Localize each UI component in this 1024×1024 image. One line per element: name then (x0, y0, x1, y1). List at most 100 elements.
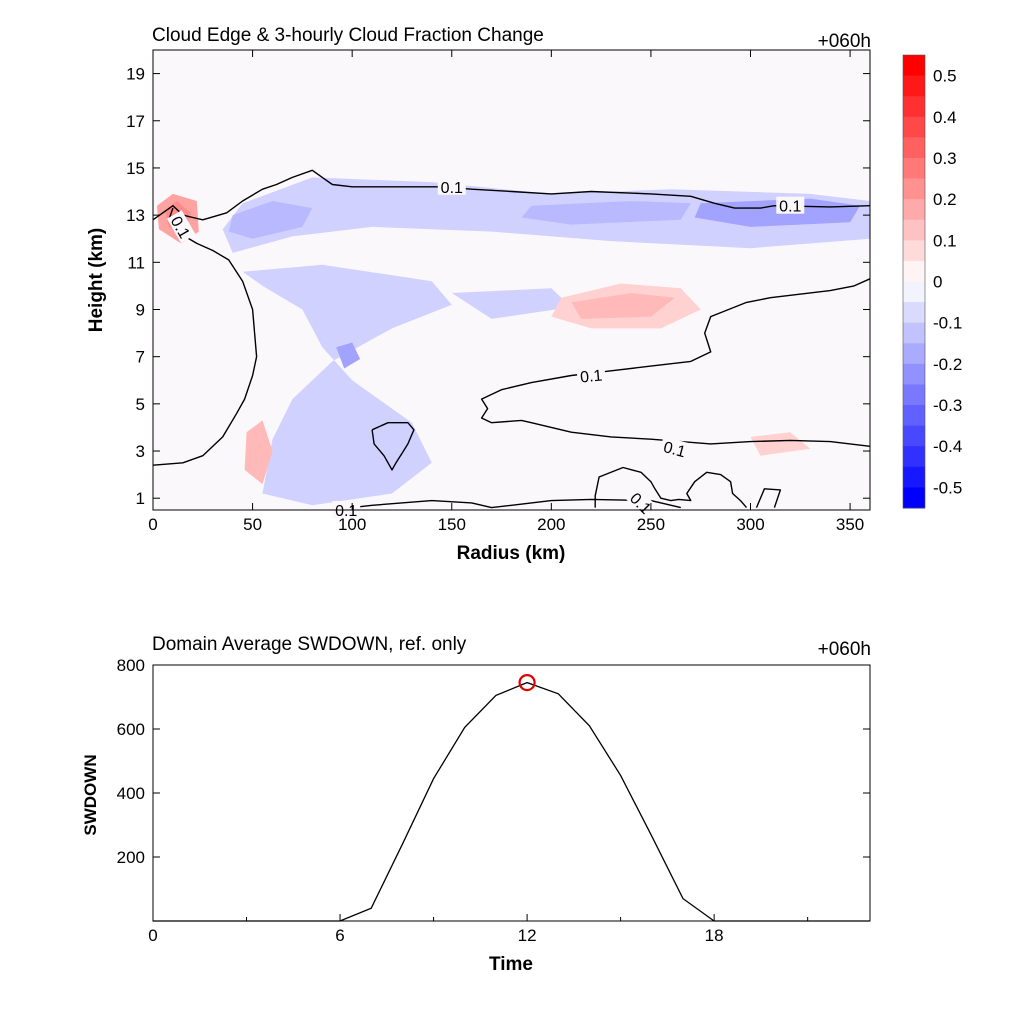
y-tick-label: 5 (136, 395, 145, 414)
colorbar: 0.5 0.4 0.3 0.2 0.1 0 -0.1 -0.2 -0.3 -0.4 -0.5 (902, 54, 962, 509)
colorbar-swatch (903, 405, 925, 427)
colorbar-label: 0.2 (933, 190, 957, 209)
colorbar-label: -0.1 (933, 314, 962, 333)
y-tick-label: 15 (126, 159, 145, 178)
line-y-ticks: 200 400 600 800 (117, 656, 870, 867)
colorbar-label: -0.5 (933, 478, 962, 497)
negative-region (451, 288, 572, 319)
heatmap-panel: Cloud Edge & 3-hourly Cloud Fraction Cha… (86, 25, 871, 564)
positive-region (244, 420, 273, 485)
colorbar-swatch (903, 137, 925, 159)
x-tick-label: 250 (637, 515, 665, 534)
colorbar-label: 0 (933, 273, 942, 292)
contour-label: 0.1 (659, 436, 691, 461)
colorbar-swatch (903, 322, 925, 344)
contour-label: 0.1 (437, 177, 466, 197)
y-tick-label: 19 (126, 65, 145, 84)
contour-line (755, 488, 782, 508)
contour-line (594, 466, 748, 509)
heatmap-frame (152, 49, 871, 511)
contour-label-bg (576, 365, 606, 385)
negative-region (228, 201, 313, 239)
colorbar-swatch (903, 96, 925, 118)
colorbar-label: -0.3 (933, 396, 962, 415)
x-tick-label: 150 (438, 515, 466, 534)
x-tick-label: 12 (518, 926, 537, 945)
colorbar-swatch (903, 302, 925, 324)
line-frame (152, 664, 871, 922)
colorbar-swatch (903, 75, 925, 97)
y-tick-label: 17 (126, 112, 145, 131)
positive-region (571, 293, 675, 319)
colorbar-swatch (903, 487, 925, 509)
x-tick-label: 6 (335, 926, 344, 945)
x-tick-label: 350 (836, 515, 864, 534)
colorbar-swatch (903, 384, 925, 406)
line-y-label: SWDOWN (81, 754, 100, 835)
x-tick-label: 100 (338, 515, 366, 534)
colorbar-label: -0.4 (933, 437, 962, 456)
colorbar-swatch (903, 219, 925, 241)
line-time-label: +060h (818, 639, 871, 660)
y-tick-label: 1 (136, 489, 145, 508)
line-series (153, 673, 870, 922)
heatmap-x-ticks: 0 50 100 150 200 250 300 350 (148, 50, 864, 534)
contour-label-text: 0.1 (580, 368, 604, 387)
positive-region (750, 432, 811, 456)
contour-label-bg (659, 436, 691, 461)
contour-label-bg (776, 196, 805, 214)
colorbar-swatch (903, 178, 925, 200)
line-panel: Domain Average SWDOWN, ref. only +060h 0… (81, 634, 871, 975)
colorbar-swatch (903, 260, 925, 282)
x-tick-label: 0 (148, 515, 157, 534)
contour-line (352, 498, 681, 509)
contour-label-bg (166, 210, 196, 244)
series-line (153, 681, 870, 922)
negative-region (242, 264, 452, 506)
negative-region (336, 342, 361, 369)
x-tick-label: 50 (243, 515, 262, 534)
contour-label-text: 0.1 (779, 199, 801, 216)
line-title: Domain Average SWDOWN, ref. only (152, 634, 467, 655)
colorbar-label: 0.4 (933, 108, 957, 127)
y-tick-label: 11 (127, 253, 145, 272)
y-tick-label: 13 (126, 206, 145, 225)
y-tick-label: 600 (117, 720, 145, 739)
contour-label-bg (625, 486, 658, 519)
colorbar-label: 0.3 (933, 149, 957, 168)
colorbar-swatch (903, 199, 925, 221)
x-tick-label: 0 (148, 926, 157, 945)
y-tick-label: 3 (136, 442, 145, 461)
colorbar-swatch (903, 446, 925, 468)
x-tick-label: 18 (705, 926, 724, 945)
heatmap-fill (153, 50, 870, 510)
contour-label-bg (437, 177, 466, 195)
colorbar-label: 0.1 (933, 231, 957, 250)
colorbar-swatch (903, 343, 925, 365)
colorbar-frame (902, 54, 926, 509)
contour-label: 0.1 (576, 365, 606, 386)
y-tick-label: 800 (117, 656, 145, 675)
contour-line (371, 422, 415, 471)
colorbar-label: -0.2 (933, 355, 962, 374)
heatmap-y-label: Height (km) (86, 228, 107, 333)
colorbar-swatch (903, 425, 925, 447)
colorbar-swatch (903, 157, 925, 180)
current-time-marker (518, 673, 536, 692)
line-x-label: Time (489, 954, 533, 975)
negative-region (521, 201, 691, 225)
colorbar-label: 0.5 (933, 67, 957, 86)
heatmap-time-label: +060h (818, 31, 871, 52)
colorbar-swatch (903, 363, 925, 385)
colorbar-swatch (903, 55, 925, 77)
line-x-ticks: 0 6 12 18 (148, 914, 809, 945)
colorbar-swatch (903, 466, 925, 488)
contour-label-text: 0.1 (661, 439, 687, 461)
heatmap-x-label: Radius (km) (457, 543, 566, 564)
y-tick-label: 400 (117, 784, 145, 803)
x-tick-label: 300 (736, 515, 764, 534)
contour-line (152, 169, 871, 221)
x-tick-label: 200 (537, 515, 565, 534)
